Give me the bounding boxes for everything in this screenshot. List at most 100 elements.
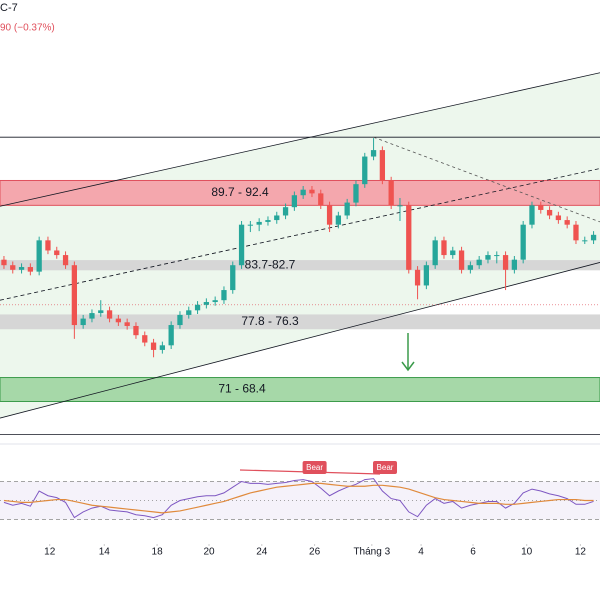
candle-body	[159, 345, 166, 350]
candle-body	[397, 205, 403, 207]
candle-body	[450, 250, 456, 256]
rsi-panel: Bear Bear	[0, 461, 600, 520]
candle-body	[115, 318, 122, 323]
candle-body	[379, 150, 386, 181]
x-tick-label: 6	[470, 547, 476, 558]
candle-body	[177, 314, 183, 326]
arrow-head	[401, 361, 415, 372]
zone	[0, 314, 600, 330]
candle-body	[282, 207, 289, 216]
candle-body	[98, 310, 104, 314]
candle-body	[194, 304, 201, 311]
candle-body	[27, 267, 34, 272]
candle-body	[221, 290, 227, 301]
zone-label: 71 - 68.4	[218, 382, 266, 396]
candle-body	[485, 255, 491, 260]
candle-body	[511, 259, 518, 270]
candle-body	[106, 310, 113, 319]
zone	[0, 179, 600, 206]
candle-body	[573, 224, 579, 241]
candle-body	[432, 240, 438, 266]
candle-body	[406, 205, 412, 270]
candle-body	[335, 215, 342, 225]
signal-badge	[302, 461, 327, 474]
candle-body	[423, 265, 430, 286]
candle-body	[344, 202, 350, 216]
x-tick-label: 12	[575, 547, 587, 558]
candle-body	[54, 250, 60, 256]
candle-body	[538, 205, 544, 210]
candle-body	[133, 325, 139, 336]
candle-body	[362, 156, 368, 185]
x-tick-label: 10	[521, 547, 533, 558]
candle-body	[441, 240, 447, 256]
candle-body	[212, 300, 218, 303]
zone-label: 77.8 - 76.3	[241, 314, 299, 328]
candle-body	[555, 215, 562, 221]
candle-body	[502, 255, 509, 270]
channel-line	[0, 72, 600, 207]
signal-label: Bear	[377, 463, 394, 472]
candle-body	[326, 205, 333, 225]
candle-body	[203, 302, 210, 305]
zone-label: 83.7-82.7	[245, 257, 296, 271]
candle-body	[414, 269, 421, 286]
candle-body	[1, 259, 7, 266]
main-panel: 89.7 - 92.4 83.7-82.7 77.8 - 76.3 71 - 68.4	[0, 72, 600, 436]
x-tick-label: 24	[256, 547, 268, 558]
candle-body	[546, 209, 553, 216]
candle-body	[353, 184, 359, 203]
candle-body	[18, 267, 25, 270]
channel-line	[0, 262, 600, 419]
x-tick-label: 26	[309, 547, 321, 558]
candle-body	[529, 205, 535, 225]
zone	[0, 260, 600, 271]
candle-body	[124, 322, 130, 326]
candle-body	[582, 240, 588, 242]
candle-body	[142, 335, 148, 343]
x-tick-label: 4	[418, 547, 424, 558]
candle-body	[467, 265, 474, 270]
candle-body	[520, 224, 526, 260]
candle-body	[291, 195, 298, 208]
candle-body	[238, 224, 245, 266]
candle-body	[89, 313, 95, 319]
x-tick-label: Tháng 3	[353, 547, 390, 558]
candle-body	[458, 250, 465, 270]
candle-body	[370, 150, 377, 157]
candle-body	[494, 255, 500, 257]
candle-body	[274, 215, 280, 221]
candle-body	[247, 224, 254, 226]
x-tick-label: 20	[203, 547, 215, 558]
candle-body	[388, 180, 394, 206]
candle-body	[186, 310, 192, 315]
x-tick-label: 18	[152, 547, 164, 558]
x-tick-label: 14	[99, 547, 111, 558]
price-change: 90 (−0.37%)	[0, 23, 55, 34]
candle-body	[256, 221, 262, 225]
signal-badge	[373, 461, 398, 474]
candle-body	[150, 342, 157, 350]
candle-body	[318, 193, 324, 206]
projection-line	[373, 136, 600, 223]
symbol: C-7	[0, 2, 18, 14]
candle-body	[10, 265, 16, 270]
candle-body	[80, 318, 86, 326]
candle-body	[230, 265, 236, 291]
candle-body	[590, 234, 597, 241]
candle-body	[476, 259, 482, 266]
zone-label: 89.7 - 92.4	[211, 185, 269, 199]
candle-body	[309, 189, 315, 194]
candle-body	[45, 240, 51, 251]
candle-body	[564, 220, 570, 225]
candle-body	[62, 255, 69, 266]
channel-fill	[0, 72, 600, 419]
rsi-ma-line	[3, 482, 594, 514]
candle-body	[71, 265, 78, 326]
candle-body	[36, 240, 42, 272]
channel-midline	[0, 168, 600, 301]
candle-body	[168, 325, 174, 346]
signal-label: Bear	[306, 463, 323, 472]
zone	[0, 377, 600, 402]
